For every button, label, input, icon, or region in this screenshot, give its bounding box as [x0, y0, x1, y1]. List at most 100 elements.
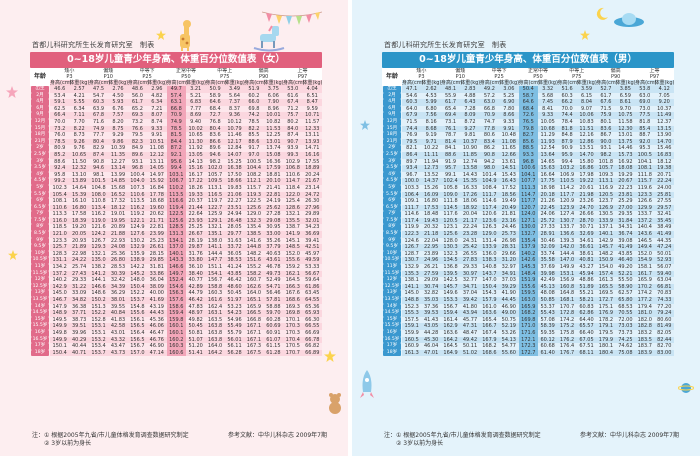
height-cell: 166.5 [244, 310, 264, 317]
height-cell: 82.1 [402, 145, 422, 152]
height-cell: 171.6 [518, 329, 538, 337]
height-cell: 87.4 [283, 132, 303, 139]
weight-cell: 17.98 [576, 171, 597, 179]
table-row: 14岁 147.9 36.38 151.3 39.55 154.8 43.19 158.6 47… [30, 303, 322, 311]
height-cell: 163.0 [518, 297, 538, 304]
group-header: 偏矮 P10 [440, 68, 480, 80]
height-cell: 142.2 [127, 264, 148, 271]
height-cell: 61.7 [440, 99, 461, 106]
weight-cell: 39.29 [499, 283, 519, 291]
age-cell: 4月 [382, 99, 402, 106]
weight-cell: 11.94 [421, 158, 441, 166]
height-cell: 70.9 [166, 112, 186, 119]
height-cell: 132.3 [440, 250, 461, 258]
weight-cell: 27.83 [460, 257, 480, 265]
height-cell: 48.1 [440, 86, 461, 93]
weight-cell: 10.90 [460, 145, 480, 152]
height-cell: 143.7 [479, 270, 500, 278]
weight-cell: 61.28 [263, 349, 284, 357]
weight-cell: 28.05 [224, 224, 245, 232]
weight-cell: 59.35 [537, 329, 558, 337]
height-cell: 150.1 [50, 343, 70, 350]
height-cell: 119.7 [205, 198, 225, 205]
height-cell: 118.5 [50, 224, 70, 232]
height-cell: 78.4 [557, 118, 577, 126]
weight-cell: 66.40 [576, 329, 597, 337]
weight-cell: 14.13 [185, 158, 206, 166]
height-cell: 176.2 [557, 336, 577, 344]
weight-cell: 83.00 [654, 349, 674, 357]
height-cell: 123.9 [557, 204, 577, 212]
height-cell: 126.9 [596, 204, 616, 212]
weight-cell: 41.49 [615, 244, 636, 251]
weight-cell: 26.80 [108, 257, 128, 265]
height-cell: 145.7 [440, 283, 461, 291]
table-row: 6岁 109.1 16.80 111.8 18.06 114.6 19.49 117.7 21.… [382, 198, 674, 205]
weight-column-header: 体重(kg) [421, 80, 442, 86]
weight-column-header: 体重(kg) [147, 80, 168, 86]
age-cell: 4.5岁 [30, 178, 50, 185]
height-cell: 156.7 [205, 277, 225, 284]
weight-cell: 51.20 [185, 343, 206, 350]
height-cell: 131.1 [50, 257, 70, 265]
weight-cell: 9.36 [224, 112, 245, 119]
weight-column-header: 体重(kg) [302, 80, 322, 86]
weight-cell: 74.25 [615, 336, 636, 344]
height-cell: 131.4 [479, 237, 500, 245]
height-cell: 167.4 [479, 329, 500, 337]
weight-cell: 55.60 [499, 349, 519, 357]
table-row: 16岁 149.8 39.96 153.1 43.01 156.4 46.47 160.1 50… [30, 329, 322, 337]
height-cell: 104.8 [88, 184, 109, 192]
age-cell: 出生 [30, 86, 50, 93]
weight-cell: 7.28 [460, 105, 480, 113]
height-cell: 80.9 [50, 145, 70, 152]
weight-cell: 24.06 [537, 211, 558, 218]
weight-cell: 7.05 [654, 92, 674, 100]
height-cell: 119.3 [244, 191, 264, 199]
weight-cell: 17.78 [147, 191, 167, 199]
age-cell: 15月 [382, 125, 402, 133]
weight-cell: 43.32 [108, 336, 128, 344]
height-cell: 73.2 [50, 125, 70, 133]
weight-cell: 15.68 [108, 184, 128, 192]
table-row: 15岁 157.5 41.43 161.4 45.77 165.4 50.75 169.8 57… [382, 316, 674, 324]
weight-cell: 42.89 [185, 283, 206, 291]
weight-cell: 37.04 [460, 290, 480, 297]
table-row: 18月 76.0 8.73 77.7 9.29 79.5 9.91 81.5 10.65 83.6… [30, 132, 322, 139]
height-cell: 91.7 [244, 145, 264, 152]
weight-cell: 9.26 [69, 138, 89, 146]
weight-cell: 53.23 [224, 303, 245, 311]
weight-cell: 9.70 [615, 105, 636, 113]
height-cell: 164.0 [244, 290, 264, 297]
height-cell: 58.7 [518, 92, 538, 100]
weight-cell: 16.64 [537, 171, 558, 179]
table-row: 11岁 132.9 26.21 136.8 29.33 140.8 32.97 145.3 37… [382, 264, 674, 271]
age-cell: 6岁 [30, 198, 50, 205]
height-cell: 145.3 [518, 264, 538, 271]
star-icon [6, 86, 18, 98]
weight-cell: 34.31 [615, 224, 636, 232]
weight-cell: 29.08 [263, 217, 284, 225]
weight-cell: 23.16 [499, 217, 519, 225]
height-cell: 149.9 [557, 264, 577, 271]
height-cell: 153.1 [88, 323, 109, 330]
height-cell: 164.8 [557, 290, 577, 297]
weight-cell: 25.29 [615, 198, 636, 205]
age-cell: 12月 [30, 118, 50, 126]
group-header: 中等下 P25 [127, 68, 167, 80]
weight-cell: 16.16 [302, 151, 322, 159]
weight-cell: 50.81 [185, 329, 206, 337]
weight-cell: 10.12 [224, 118, 245, 126]
group-header: 偏高 P90 [244, 68, 284, 80]
weight-cell: 60.28 [263, 316, 284, 324]
table-row: 17岁 160.9 46.04 164.5 50.11 168.2 54.77 172.3 60… [382, 343, 674, 350]
table-row: 6月 64.0 6.80 65.4 7.28 66.8 7.80 68.4 8.41 70.0 9.… [382, 105, 674, 113]
age-cell: 6月 [382, 105, 402, 113]
reference: 参考文献：中华儿科杂志 2009年7期 [580, 432, 679, 439]
height-cell: 135.3 [402, 270, 422, 278]
weight-cell: 9.29 [108, 132, 128, 139]
weight-cell: 17.52 [499, 184, 519, 192]
weight-cell: 31.81 [147, 264, 167, 271]
height-cell: 72.6 [518, 112, 538, 119]
weight-cell: 15.43 [499, 171, 519, 179]
